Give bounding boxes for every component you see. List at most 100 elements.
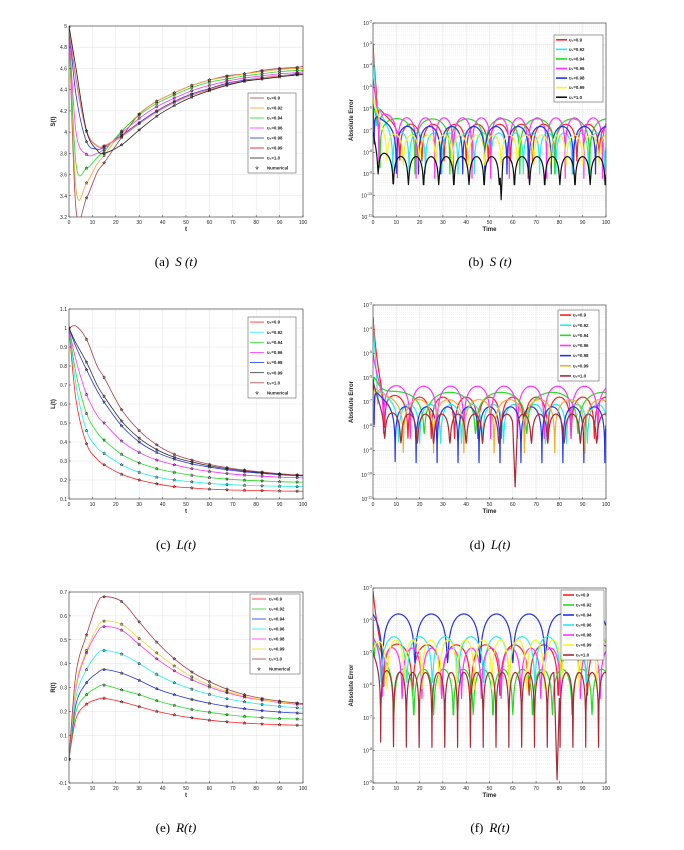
- numerical-marker: [189, 479, 194, 484]
- y-tick-label: 10-5: [363, 350, 372, 358]
- legend-label: υ₁=0.94: [576, 613, 592, 618]
- tick-exponent: -6: [369, 374, 372, 378]
- series-line: [69, 697, 303, 760]
- x-tick-label: 100: [602, 786, 611, 792]
- numerical-marker: [189, 466, 194, 471]
- numerical-marker: [259, 75, 265, 80]
- numerical-marker: [189, 669, 194, 674]
- x-tick-label: 20: [113, 786, 119, 792]
- x-tick-label: 50: [183, 502, 189, 508]
- numerical-marker: [101, 462, 107, 467]
- numerical-marker: [137, 642, 142, 647]
- numerical-marker: [172, 663, 177, 668]
- x-tick-label: 50: [487, 220, 493, 226]
- numerical-marker: [137, 120, 142, 125]
- numerical-marker: [277, 474, 282, 479]
- x-tick-label: 50: [183, 786, 189, 792]
- numerical-marker: [101, 624, 107, 629]
- numerical-marker: [242, 483, 247, 488]
- x-tick-label: 70: [230, 786, 236, 792]
- numerical-marker: [101, 682, 107, 687]
- caption-label: (a): [154, 254, 170, 269]
- series-line: [69, 596, 303, 760]
- numerical-marker: [242, 467, 247, 472]
- x-tick-label: 10: [394, 502, 400, 508]
- numerical-marker: [101, 437, 107, 442]
- legend-label: υ₁=0.96: [267, 350, 283, 355]
- tick-exponent: -4: [369, 326, 372, 330]
- legend-label: υ₁=1.0: [569, 95, 583, 100]
- numerical-marker: [172, 484, 177, 489]
- tick-exponent: -10: [367, 192, 372, 196]
- x-tick-label: 100: [299, 786, 308, 792]
- numerical-marker: [119, 462, 124, 467]
- numerical-marker: [295, 722, 300, 728]
- series-line: [373, 106, 606, 175]
- series-line: [69, 327, 303, 479]
- numerical-marker: [259, 697, 265, 702]
- numerical-marker: [207, 475, 212, 480]
- tick-exponent: -11: [367, 214, 372, 218]
- tick-exponent: -9: [369, 780, 372, 784]
- numerical-marker: [207, 692, 212, 697]
- numerical-marker: [295, 72, 300, 77]
- y-tick-label: 10-3: [363, 41, 372, 49]
- series-line: [69, 327, 303, 483]
- numerical-marker: [242, 468, 247, 473]
- caption-c: (c) L(t): [76, 537, 276, 553]
- y-tick-label: 10-4: [363, 617, 372, 625]
- series-line: [373, 103, 606, 175]
- caption-variable: S (t): [175, 254, 198, 269]
- numerical-marker: [259, 488, 265, 493]
- chart-e: 0 10 20 30 40 50 60 70 80 90 100-0.100.10.20.30.40…: [51, 590, 307, 799]
- numerical-marker: [242, 692, 247, 697]
- numerical-marker: [137, 116, 142, 121]
- numerical-marker: [119, 599, 124, 604]
- numerical-marker: [84, 337, 89, 342]
- numerical-marker: [119, 699, 124, 704]
- numerical-marker: [172, 95, 177, 100]
- series-line: [69, 26, 303, 149]
- legend: υ₁=0.9 υ₁=0.92 υ₁=0.94 υ₁=0.96 υ₁=0.98 υ₁=0.9…: [247, 316, 297, 399]
- legend-label: υ₁=0.92: [576, 603, 592, 608]
- numerical-marker: [137, 127, 142, 132]
- numerical-marker: [119, 651, 124, 656]
- numerical-marker: [137, 460, 142, 465]
- numerical-marker: [295, 710, 300, 715]
- numerical-marker: [137, 428, 142, 433]
- y-tick-label: 3.6: [60, 173, 67, 179]
- x-tick-label: 30: [136, 786, 142, 792]
- y-tick-label: 4.8: [60, 45, 67, 51]
- tick-exponent: -2: [369, 20, 372, 24]
- numerical-marker: [154, 639, 159, 644]
- numerical-marker: [101, 394, 107, 399]
- numerical-marker: [295, 705, 300, 710]
- legend-label: υ₁=0.94: [573, 333, 589, 338]
- numerical-marker: [119, 687, 124, 692]
- numerical-marker: [242, 488, 247, 493]
- numerical-marker: [259, 76, 265, 81]
- numerical-marker: [295, 479, 300, 484]
- legend-label: υ₁=0.96: [573, 343, 589, 348]
- numerical-marker: [189, 91, 194, 96]
- legend-label: υ₁=0.96: [267, 126, 283, 131]
- numerical-marker: [224, 482, 230, 487]
- y-tick-label: 0.2: [60, 478, 67, 484]
- numerical-marker: [154, 457, 159, 462]
- numerical-marker: [259, 469, 265, 474]
- numerical-marker: [101, 399, 107, 404]
- x-axis-label: t: [185, 227, 187, 233]
- x-tick-label: 60: [510, 220, 516, 226]
- x-axis-label: Time: [483, 227, 498, 233]
- y-tick-label: 10-11: [362, 496, 373, 504]
- numerical-marker: [101, 143, 107, 148]
- numerical-marker: [259, 715, 265, 720]
- caption-variable: L(t): [490, 537, 511, 552]
- numerical-marker: [277, 73, 282, 78]
- numerical-marker: [84, 632, 89, 637]
- numerical-marker: [172, 103, 177, 108]
- tick-exponent: -7: [369, 399, 372, 403]
- numerical-marker: [277, 66, 282, 71]
- x-axis-label: t: [185, 509, 187, 515]
- numerical-marker: [84, 392, 89, 397]
